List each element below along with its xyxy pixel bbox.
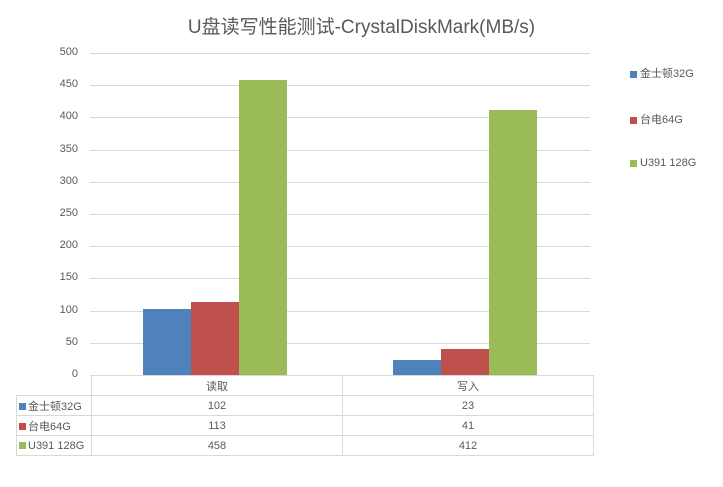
legend-swatch-icon [630,70,637,78]
bar [191,302,239,375]
bar [441,348,489,375]
legend-swatch-icon [630,159,637,167]
bar [393,360,441,375]
legend-swatch-icon [630,116,637,124]
table-cell: 113 [91,415,343,436]
table-row: 台电64G 113 41 [16,415,594,436]
y-tick-label: 250 [59,207,78,219]
gridline [90,181,590,183]
y-tick-label: 500 [59,46,78,58]
data-table: 读取 写入 金士顿32G 102 23 台电64G 113 41 U391 12… [16,375,594,456]
y-tick-label: 350 [59,142,78,155]
row-label: U391 128G [28,439,85,452]
table-header-row: 读取 写入 [16,375,594,396]
table-row: U391 128G 458 412 [16,435,594,456]
legend-item: U391 128G [630,157,696,169]
gridline [90,85,590,87]
legend-item: 台电64G [630,111,683,127]
gridline [90,53,590,54]
legend-swatch-icon [19,423,26,431]
y-tick-label: 400 [59,110,78,123]
gridline [90,342,590,344]
gridline [90,214,590,215]
table-cell: 102 [91,395,343,416]
legend-label: U391 128G [640,157,697,169]
y-tick-label: 200 [59,239,78,252]
y-tick-label: 0 [71,368,78,380]
legend-swatch-icon [19,442,26,450]
gridline [90,117,590,119]
table-cell: 412 [342,435,594,456]
header-cell: 读取 [91,375,343,396]
legend-item: 金士顿32G [630,65,694,81]
chart-title: U盘读写性能测试-CrystalDiskMark(MB/s) [187,17,536,38]
gridline [90,310,590,312]
legend-label: 金士顿32G [640,68,694,80]
bar [489,109,537,375]
bar [239,80,287,375]
y-tick-label: 150 [59,271,78,284]
table-cell: 23 [342,395,594,416]
header-cell: 写入 [342,375,594,396]
table-cell: 41 [342,415,594,436]
y-tick-label: 100 [59,303,78,316]
y-tick-label: 450 [59,78,78,91]
gridline [90,149,590,151]
y-tick-label: 50 [65,335,78,348]
table-row: 金士顿32G 102 23 [16,395,594,416]
row-label: 台电64G [28,420,71,433]
legend-swatch-icon [19,403,26,411]
table-cell: 458 [91,435,343,456]
bar [143,309,191,375]
gridline [90,278,590,280]
y-tick-label: 300 [59,174,78,187]
row-label: 金士顿32G [28,400,82,413]
plot-area [90,53,590,376]
legend-label: 台电64G [640,114,683,126]
gridline [90,246,590,248]
